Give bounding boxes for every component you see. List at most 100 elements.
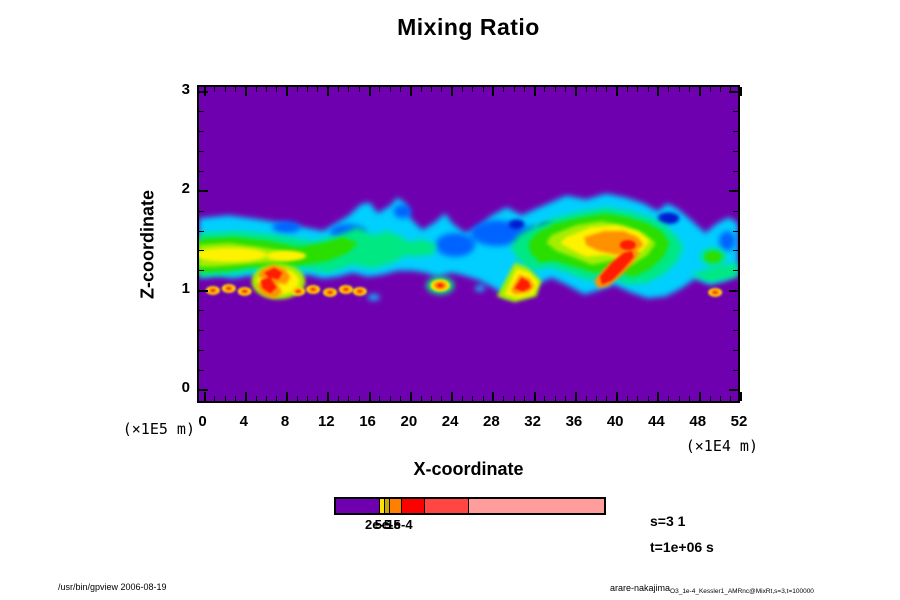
x-tick [338, 396, 340, 401]
x-tick [430, 87, 432, 92]
x-tick [492, 392, 495, 401]
x-tick-label: 44 [648, 413, 665, 430]
x-tick [265, 87, 267, 92]
x-tick [286, 87, 289, 96]
y-tick [199, 270, 204, 272]
x-tick [698, 392, 701, 401]
x-tick [276, 396, 278, 401]
colorbar-segment [468, 499, 604, 513]
x-tick [296, 87, 298, 92]
heatmap-canvas [199, 193, 738, 303]
x-tick [265, 396, 267, 401]
footer-run-id: arare-nakajimaO3_1e-4_Kessler1_AMRnc@Mix… [610, 583, 814, 595]
hot-blob [295, 289, 301, 294]
y-tick [199, 310, 204, 312]
x-tick [492, 87, 495, 96]
x-tick [626, 396, 628, 401]
x-tick [244, 392, 247, 401]
x-tick [214, 396, 216, 401]
x-tick [596, 87, 598, 92]
x-tick [544, 87, 546, 92]
x-tick [688, 87, 690, 92]
hot-blob [210, 288, 216, 293]
x-tick [596, 396, 598, 401]
x-tick [224, 87, 226, 92]
hot-blob [310, 287, 316, 292]
x-tick-label: 24 [441, 413, 459, 430]
x-tick-label: 28 [483, 413, 500, 430]
x-tick [574, 87, 577, 96]
x-tick [276, 87, 278, 92]
heatmap-blob-chain [205, 279, 723, 297]
x-tick [585, 396, 587, 401]
colorbar-segment [388, 499, 401, 513]
colorbar-segment [424, 499, 469, 513]
x-tick [451, 87, 454, 96]
x-tick [296, 396, 298, 401]
x-tick [451, 392, 454, 401]
x-tick-label: 48 [689, 413, 707, 430]
y-axis-label: Z-coordinate [137, 190, 158, 300]
colorbar-segment [336, 499, 380, 513]
x-tick [234, 396, 236, 401]
y-tick [733, 369, 738, 371]
x-tick [503, 87, 505, 92]
x-tick [678, 396, 680, 401]
y-tick [199, 289, 208, 292]
x-tick [637, 396, 639, 401]
colorbar-segment [379, 499, 385, 513]
x-tick [523, 396, 525, 401]
x-tick [400, 396, 402, 401]
x-tick [327, 87, 330, 96]
x-tick [668, 396, 670, 401]
annotation-t: t=1e+06 s [650, 539, 714, 555]
x-tick [565, 396, 567, 401]
y-tick [733, 170, 738, 172]
x-tick [616, 392, 619, 401]
y-tick [733, 270, 738, 272]
y-tick [733, 151, 738, 153]
x-tick [472, 87, 474, 92]
y-tick [199, 170, 204, 172]
x-tick [606, 396, 608, 401]
x-tick [244, 87, 247, 96]
x-tick [668, 87, 670, 92]
x-tick [389, 87, 391, 92]
x-tick [513, 87, 515, 92]
x-tick [698, 87, 701, 96]
x-tick [606, 87, 608, 92]
x-tick [730, 396, 732, 401]
annotation-block: s=3 1 t=1e+06 s [650, 508, 714, 560]
x-tick [348, 87, 350, 92]
y-tick-label: 3 [181, 81, 190, 98]
x-tick [739, 87, 742, 96]
x-tick [461, 87, 463, 92]
x-tick [533, 87, 536, 96]
x-tick [616, 87, 619, 96]
y-tick [199, 329, 204, 331]
x-tick [379, 87, 381, 92]
footer-run-params: O3_1e-4_Kessler1_AMRnc@MixRt,s=3,t=10000… [670, 588, 814, 595]
colorbar-level-label: 5e-5 [374, 517, 401, 532]
y-tick [729, 389, 738, 391]
x-tick [358, 87, 360, 92]
x-tick [348, 396, 350, 401]
x-tick [461, 396, 463, 401]
x-tick [389, 396, 391, 401]
x-tick-label: 4 [239, 413, 248, 430]
y-tick [733, 230, 738, 232]
x-tick [409, 87, 412, 96]
y-tick [199, 190, 208, 193]
hot-blob [357, 289, 363, 294]
footer-run-name: arare-nakajima [610, 583, 671, 593]
colorbar-level-label: 2e-5 [365, 517, 392, 532]
y-tick [199, 369, 204, 371]
y-tick [733, 349, 738, 351]
x-tick-label: 36 [565, 413, 583, 430]
y-tick-label: 1 [181, 279, 190, 297]
y-tick-label: 0 [181, 379, 190, 396]
hot-blob [226, 286, 232, 291]
x-tick [441, 87, 443, 92]
x-tick [533, 392, 536, 401]
footer-command-text: /usr/bin/gpview 2006-08-19 [58, 582, 167, 592]
